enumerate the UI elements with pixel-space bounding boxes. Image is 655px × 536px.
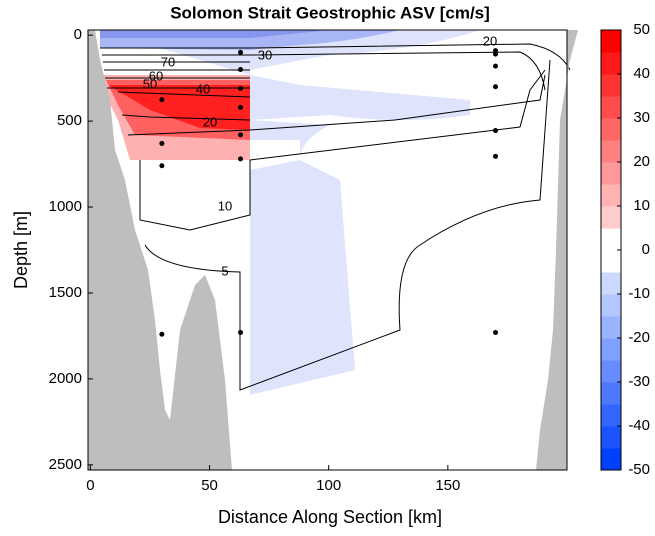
contour-label: 5 (221, 263, 228, 278)
contour-label: 70 (161, 54, 175, 69)
colorbar-tick-label: 40 (633, 65, 650, 82)
contour-label: 10 (218, 198, 232, 213)
contour-label: 20 (483, 33, 497, 48)
colorbar-band (601, 162, 621, 185)
contour-label: 30 (258, 47, 272, 62)
colorbar-band (601, 74, 621, 97)
colorbar-band (601, 206, 621, 229)
colorbar-band (601, 96, 621, 119)
x-tick-label: 150 (435, 477, 460, 494)
station (159, 331, 165, 337)
y-tick-label: 500 (57, 112, 82, 129)
colorbar-band (601, 316, 621, 339)
colorbar-band (601, 404, 621, 427)
colorbar-band (601, 448, 621, 471)
colorbar-band (601, 382, 621, 405)
colorbar-band (601, 140, 621, 163)
colorbar-tick-label: -10 (628, 285, 650, 302)
bathymetry (88, 30, 578, 470)
x-axis-label: Distance Along Section [km] (218, 507, 442, 527)
y-tick-label: 2000 (49, 370, 82, 387)
station (493, 128, 499, 134)
colorbar-band (601, 426, 621, 449)
colorbar-band (601, 250, 621, 273)
station (493, 63, 499, 69)
x-tick-label: 100 (316, 477, 341, 494)
station (238, 67, 244, 73)
colorbar-band (601, 52, 621, 75)
colorbar-band (601, 338, 621, 361)
x-tick-label: 0 (86, 477, 94, 494)
station (238, 49, 244, 55)
station (159, 140, 165, 146)
x-tick-label: 50 (201, 477, 218, 494)
colorbar-tick-label: -20 (628, 329, 650, 346)
contour-label: 40 (196, 81, 210, 96)
station (493, 48, 499, 54)
colorbar-band (601, 184, 621, 207)
station (238, 330, 244, 335)
colorbar-band (601, 118, 621, 141)
station (159, 163, 165, 169)
chart-title: Solomon Strait Geostrophic ASV [cm/s] (170, 3, 490, 22)
y-tick-label: 1500 (49, 284, 82, 301)
land-right (536, 30, 578, 470)
y-tick-label: 0 (74, 26, 82, 43)
station (493, 330, 499, 335)
station (238, 85, 244, 91)
station (493, 84, 499, 90)
y-tick-label: 2500 (49, 456, 82, 473)
colorbar-tick-label: 20 (633, 153, 650, 170)
contour-lines (100, 43, 571, 391)
land-left (88, 30, 232, 470)
y-tick-label: 1000 (49, 198, 82, 215)
colorbar-band (601, 272, 621, 295)
station (238, 156, 244, 162)
station (493, 51, 499, 57)
station (159, 97, 165, 103)
colorbar-tick-label: -40 (628, 417, 650, 434)
plot-frame (87, 29, 568, 471)
colorbar-tick-label: 0 (642, 241, 650, 258)
colorbar-tick-label: -30 (628, 373, 650, 390)
colorbar-band (601, 360, 621, 383)
colorbar-tick-label: 10 (633, 197, 650, 214)
station (238, 132, 244, 138)
colorbar-tick-label: 50 (633, 21, 650, 38)
colorbar-band (601, 30, 621, 53)
colorbar-band (601, 294, 621, 317)
contour-label: 50 (143, 76, 157, 91)
station (238, 104, 244, 110)
contour-label: 60 (149, 68, 163, 83)
colorbar-band (601, 228, 621, 251)
colorbar-tick-label: -50 (628, 461, 650, 478)
colorbar-tick-label: 30 (633, 109, 650, 126)
filled-contours (100, 30, 480, 395)
contour-label: 20 (203, 114, 217, 129)
station (493, 153, 499, 159)
y-axis-label: Depth [m] (11, 211, 31, 289)
